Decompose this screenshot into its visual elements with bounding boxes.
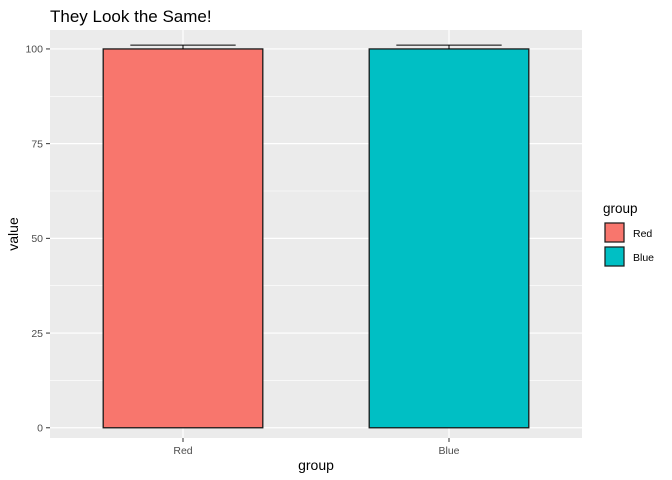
legend-label-blue: Blue — [633, 252, 654, 264]
y-tick-label: 0 — [37, 423, 43, 435]
bar-blue — [368, 48, 530, 429]
x-axis: Red Blue — [173, 438, 460, 457]
legend-swatch-red — [604, 222, 625, 243]
error-bars — [130, 44, 502, 49]
legend-label-red: Red — [633, 228, 652, 240]
y-tick-label: 75 — [31, 138, 43, 150]
y-axis: 0 25 50 75 100 — [25, 44, 50, 435]
x-axis-title: group — [298, 457, 334, 473]
legend-title: group — [603, 201, 638, 216]
y-axis-title: value — [5, 217, 21, 251]
legend-swatch-blue — [604, 246, 625, 267]
legend: group Red Blue — [603, 201, 654, 267]
bar-red — [102, 48, 264, 429]
x-tick-label: Blue — [438, 445, 459, 457]
bars — [102, 48, 530, 429]
y-tick-label: 100 — [25, 44, 43, 56]
x-tick-label: Red — [173, 445, 192, 457]
y-tick-label: 25 — [31, 328, 43, 340]
chart-title: They Look the Same! — [50, 7, 212, 26]
y-tick-label: 50 — [31, 233, 43, 245]
